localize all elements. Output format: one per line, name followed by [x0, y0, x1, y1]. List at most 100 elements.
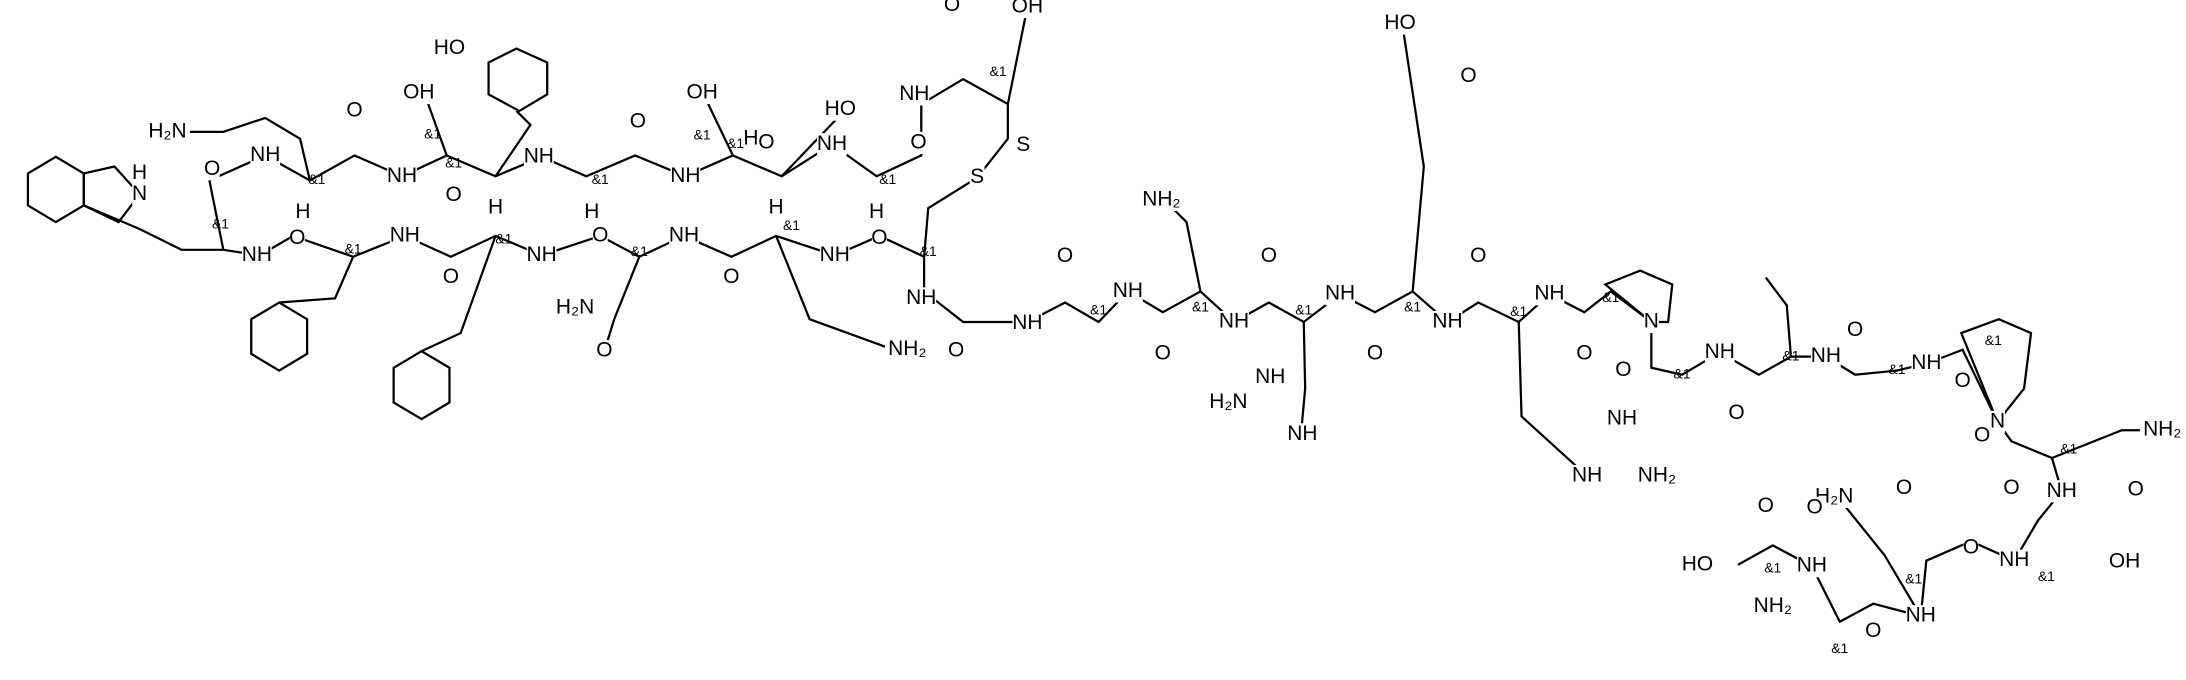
label-background	[1255, 366, 1286, 389]
label-background	[1155, 342, 1171, 365]
label-background	[295, 201, 311, 224]
label-background	[1729, 402, 1744, 425]
stereo-label: &1	[631, 243, 648, 259]
label-background	[1905, 605, 1936, 628]
atom-label: O	[443, 265, 459, 288]
phenol-ring	[487, 47, 549, 113]
atom-label: H	[488, 196, 503, 219]
atom-label: O	[446, 183, 462, 206]
atom-label: NH	[1255, 365, 1285, 388]
atom-label: NH	[1999, 548, 2029, 571]
atom-label: O	[596, 339, 612, 362]
atom-label: H₂N	[148, 119, 186, 142]
atom-label: NH₂	[1754, 594, 1792, 617]
label-background	[944, 0, 960, 17]
label-background	[446, 184, 462, 207]
stereo-label: &1	[1510, 303, 1527, 319]
atom-label: H	[869, 200, 884, 223]
structure: H₂NNH&1OOH&1NH&1OHONH&1OOH&1&1NHOHONH&1O…	[26, 0, 2185, 656]
label-background	[526, 244, 557, 267]
atom-label: NH	[1572, 464, 1602, 487]
stereo-label: &1	[2060, 440, 2077, 456]
atom-label: O	[1728, 401, 1744, 424]
label-background	[241, 244, 272, 267]
atom-label: N	[1990, 409, 2005, 432]
label-background	[592, 224, 608, 248]
label-background	[819, 244, 850, 267]
stereo-label: &1	[1985, 332, 2002, 348]
label-background	[1847, 319, 1863, 342]
bond	[279, 256, 355, 304]
indole-benzene	[26, 155, 85, 224]
indole-pyrrole	[82, 165, 142, 224]
bond	[703, 96, 734, 156]
label-background	[434, 37, 465, 60]
label-background	[289, 227, 305, 250]
atom-label: S	[970, 165, 984, 188]
atom-label: NH	[1012, 311, 1042, 334]
stereo-label: &1	[1764, 560, 1781, 576]
bond	[780, 117, 839, 178]
label-background	[132, 162, 148, 185]
bond	[421, 235, 497, 353]
stereo-label: &1	[1888, 361, 1905, 377]
bond	[1517, 321, 1588, 477]
atom-label: NH	[1607, 407, 1637, 430]
atom-label: O	[630, 110, 646, 133]
atom-label: NH	[1811, 344, 1841, 367]
atom-label: NH₂	[2143, 418, 2181, 441]
atom-label: H	[769, 196, 784, 219]
atom-label: O	[1954, 369, 1970, 392]
atom-label: H₂N	[1815, 484, 1853, 507]
atom-label: NH	[1325, 282, 1355, 305]
atom-label: O	[1758, 494, 1774, 517]
label-background	[1963, 537, 1979, 560]
stereo-label: &1	[920, 243, 937, 259]
atom-label: O	[1460, 64, 1476, 87]
label-background	[1911, 352, 1942, 375]
label-background	[817, 133, 847, 156]
stereo-label: &1	[308, 171, 325, 187]
label-background	[1810, 345, 1841, 368]
atom-label: O	[346, 99, 362, 122]
label-background	[1385, 12, 1415, 35]
atom-label: NH	[524, 144, 554, 167]
label-background	[1015, 134, 1031, 157]
label-background	[1704, 341, 1735, 364]
bond	[1838, 498, 1922, 617]
bond	[775, 235, 894, 351]
atom-label: NH	[906, 286, 936, 309]
atom-label: O	[723, 265, 739, 288]
label-background	[1470, 245, 1486, 268]
stereo-label: &1	[1831, 640, 1848, 656]
atom-label: NH	[820, 243, 850, 266]
stereo-label: &1	[1295, 302, 1312, 318]
label-background	[969, 166, 985, 189]
atom-label: O	[1896, 476, 1912, 499]
atom-label: N	[132, 182, 147, 205]
label-background	[1012, 0, 1043, 19]
atom-label: HO	[1384, 11, 1415, 34]
stereo-label: &1	[1602, 289, 1619, 305]
atom-label: OH	[403, 81, 434, 104]
label-background	[1811, 485, 1857, 508]
atom-label: O	[1615, 358, 1631, 381]
stereo-label: &1	[879, 171, 896, 187]
label-background	[630, 111, 646, 134]
atom-label: NH	[1705, 340, 1735, 363]
label-background	[1955, 370, 1971, 393]
bond	[603, 256, 641, 352]
atom-label: NH	[1534, 282, 1564, 305]
atom-label: NH	[899, 82, 929, 105]
atom-label: O	[1367, 341, 1383, 364]
atom-label: S	[1016, 133, 1030, 156]
label-background	[2139, 419, 2185, 442]
label-background	[145, 120, 190, 143]
label-background	[687, 81, 718, 105]
atom-label: O	[1261, 244, 1277, 267]
label-background	[948, 340, 964, 363]
label-background	[825, 98, 856, 121]
bond	[494, 110, 532, 177]
atom-label: O	[1974, 423, 1990, 446]
label-background	[389, 224, 420, 248]
